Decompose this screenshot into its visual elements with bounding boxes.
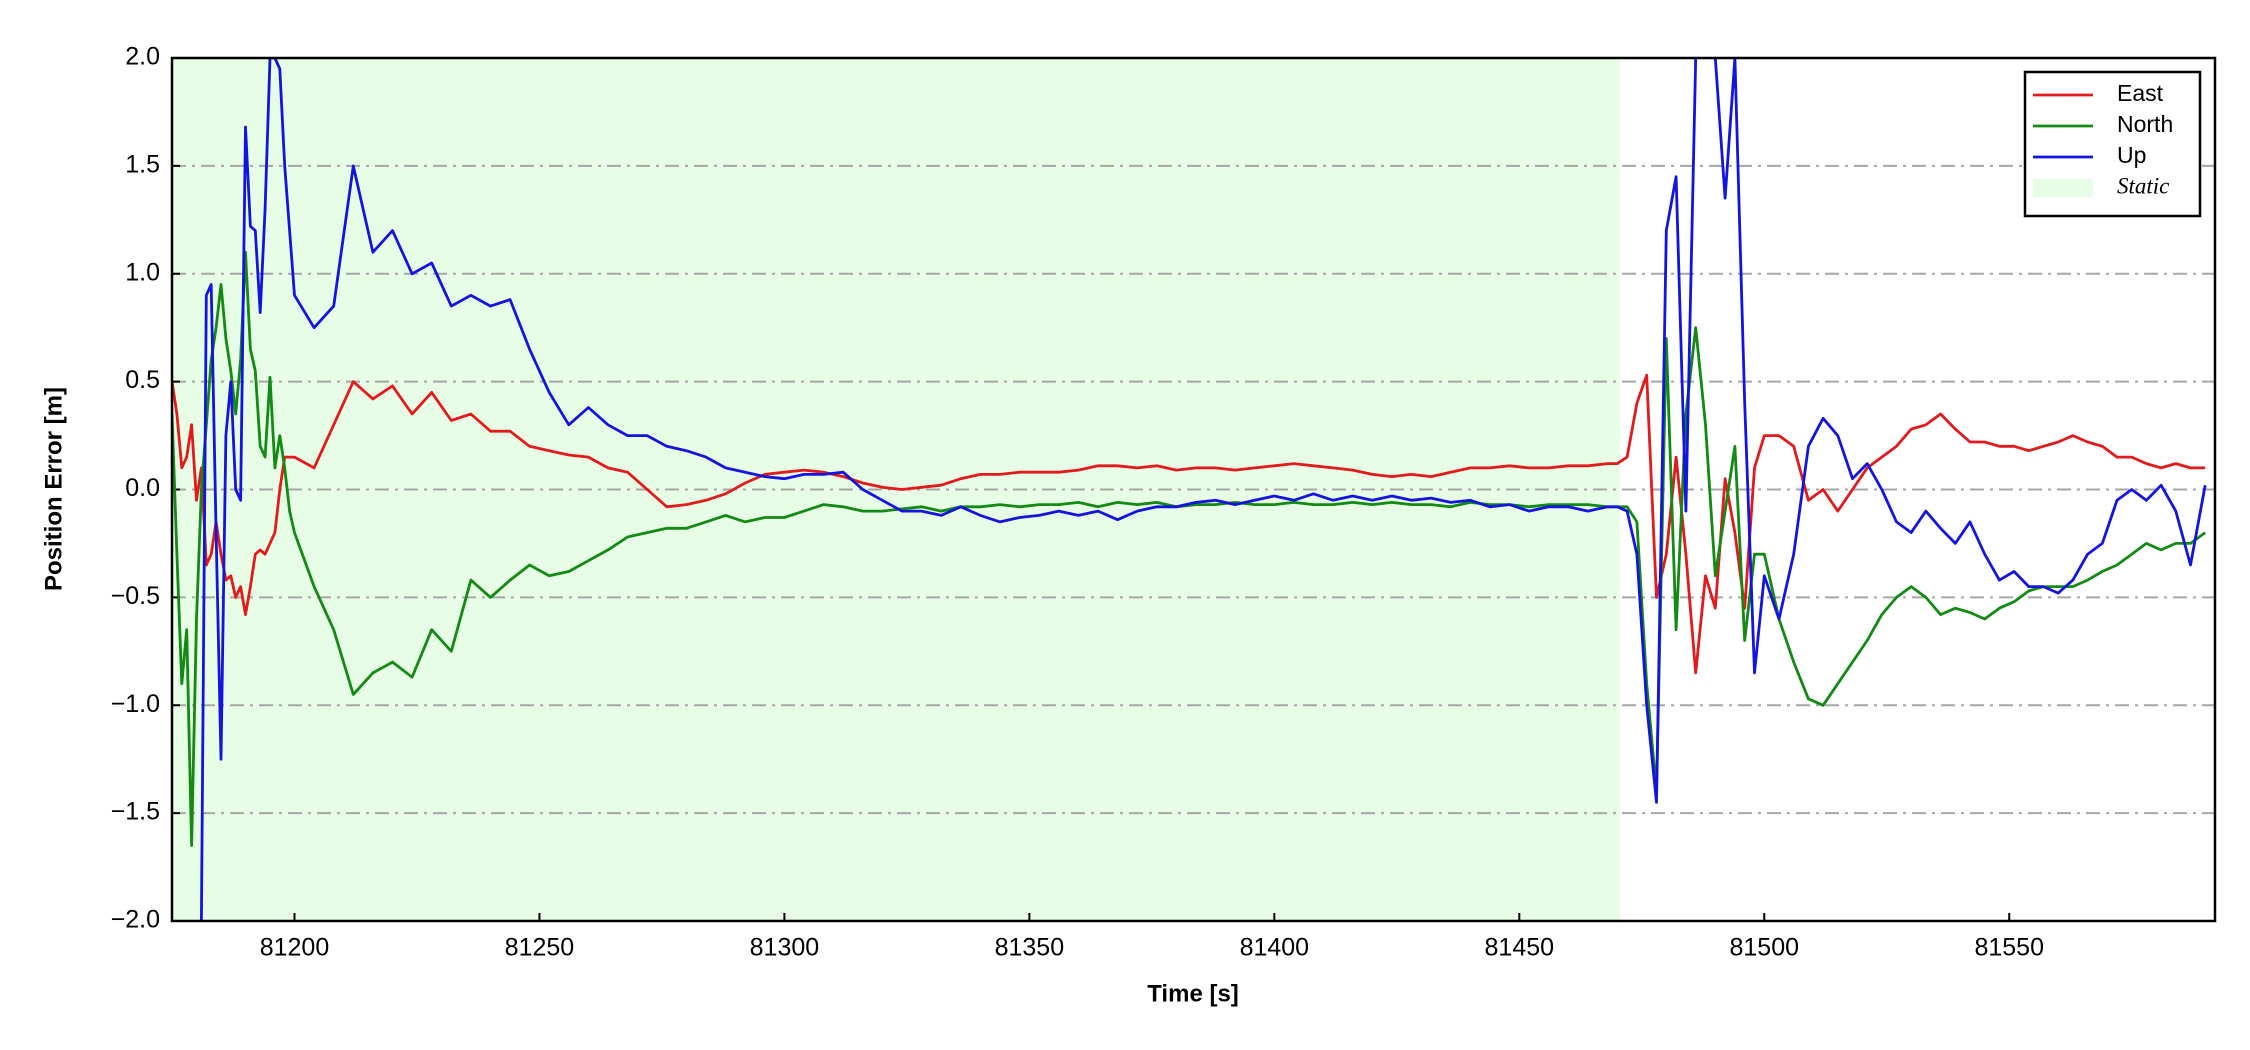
- y-tick-label: −0.5: [111, 582, 160, 610]
- x-tick-label: 81350: [995, 934, 1065, 962]
- y-tick-label: 0.5: [125, 366, 160, 394]
- legend-swatch: [2033, 179, 2093, 197]
- data-line: [199, 58, 2207, 921]
- x-tick-label: 81300: [750, 934, 820, 962]
- y-tick-label: 2.0: [125, 43, 160, 71]
- plot-lines: [172, 58, 2207, 921]
- plot-frame: [170, 56, 2217, 923]
- legend-label: North: [2117, 111, 2173, 137]
- y-tick-label: 1.0: [125, 258, 160, 286]
- x-tick-label: 81500: [1730, 934, 1800, 962]
- data-line: [172, 250, 2207, 847]
- y-tick-label: 0.0: [125, 474, 160, 502]
- x-tick-label: 81200: [260, 934, 330, 962]
- y-tick-label: −1.0: [111, 690, 160, 718]
- x-tick-label: 81550: [1974, 934, 2044, 962]
- x-tick-label: 81400: [1240, 934, 1310, 962]
- x-tick-label: 81450: [1485, 934, 1555, 962]
- legend: East North Up Static: [2023, 70, 2202, 218]
- y-tick-label: −1.5: [111, 798, 160, 826]
- y-axis-label: Position Error [m]: [40, 387, 67, 591]
- legend-label: Static: [2117, 173, 2169, 198]
- legend-label: East: [2117, 80, 2164, 106]
- legend-label: Up: [2117, 142, 2146, 168]
- y-tick-label: −2.0: [111, 906, 160, 934]
- y-tick-label: 1.5: [125, 150, 160, 178]
- x-axis-label: Time [s]: [1147, 980, 1239, 1007]
- data-line: [172, 373, 2206, 675]
- x-tick-label: 81250: [505, 934, 575, 962]
